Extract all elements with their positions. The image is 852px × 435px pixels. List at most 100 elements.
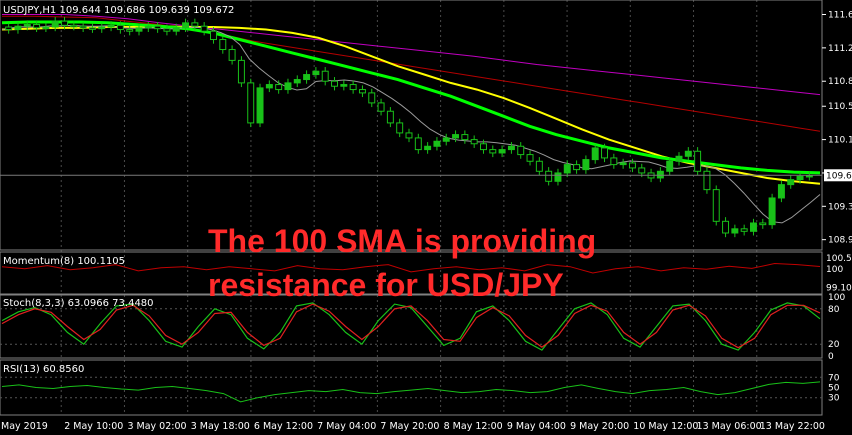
stochastic-tick-label: 20 [828, 340, 840, 350]
candle-body [489, 149, 497, 154]
candle-body [442, 137, 450, 142]
momentum-panel-border [0, 251, 823, 295]
candle-body [498, 149, 506, 154]
candle-body [694, 150, 702, 172]
candle-body [750, 222, 757, 232]
candle-body [144, 25, 152, 29]
candle-body [731, 228, 739, 234]
candle-body [154, 25, 162, 30]
stochastic-axis: 100 80 20 0 [828, 293, 845, 362]
time-tick-label: 9 May 20:00 [570, 421, 629, 432]
candle-body [247, 82, 255, 124]
candle-body [349, 84, 357, 91]
time-axis: May 2019 2 May 10:00 3 May 02:00 3 May 18:0… [1, 421, 825, 432]
stochastic-lines [0, 302, 822, 351]
candle-body [740, 228, 748, 232]
stochastic-series [1, 302, 821, 351]
momentum-title: Momentum(8) 100.1105 [3, 256, 125, 267]
rsi-tick-label: 30 [828, 394, 840, 404]
sma-magenta-line [2, 14, 821, 96]
candle-body [312, 70, 320, 76]
candle-body [275, 84, 283, 91]
annotation-line-1: The 100 SMA is providing [208, 223, 596, 259]
candle-body [42, 26, 50, 30]
candle-body [88, 27, 96, 30]
candle-body [535, 160, 543, 172]
time-tick-label: 3 May 18:00 [191, 421, 250, 432]
price-panel-border [0, 0, 823, 251]
candle-body [256, 87, 264, 124]
candle-body [107, 24, 115, 28]
candle-body [768, 197, 776, 226]
rsi-series [1, 381, 821, 403]
price-panel: USDJPY,H1 109.644 109.686 109.639 109.67… [0, 0, 852, 251]
candle-body [210, 30, 217, 41]
momentum-tick-label: 100 [826, 265, 843, 275]
candle-body [293, 79, 301, 84]
candle-body [98, 26, 106, 30]
time-tick-label: 7 May 20:00 [380, 421, 439, 432]
candle-body [601, 147, 608, 159]
time-tick-label: May 2019 [1, 421, 48, 432]
grid-lines [60, 0, 758, 415]
candle-body [172, 27, 180, 32]
candle-body [628, 162, 636, 169]
candle-body [638, 167, 646, 174]
candle-body [33, 24, 41, 29]
candle-body [554, 172, 562, 182]
candle-body [70, 24, 78, 28]
stochastic-tick-label: 80 [828, 305, 840, 315]
candle-body [796, 175, 804, 181]
candlesticks [0, 17, 822, 238]
candle-body [461, 134, 469, 141]
price-panel-title: USDJPY,H1 109.644 109.686 109.639 109.67… [3, 5, 234, 16]
time-tick-label: 8 May 12:00 [444, 421, 503, 432]
price-axis: 111.6111.2110.8110.5110.1109.7109.3108.9… [822, 11, 852, 246]
price-tick-label: 111.2 [828, 44, 852, 54]
candle-body [61, 20, 68, 26]
momentum-tick-label: 99.106 [826, 284, 852, 294]
candle-body [321, 70, 329, 82]
momentum-series [1, 262, 821, 274]
candle-body [675, 155, 683, 162]
candle-body [284, 82, 292, 91]
stochastic-tick-label: 0 [828, 352, 834, 362]
candle-body [517, 145, 525, 156]
momentum-line [1, 262, 821, 274]
rsi-panel-border [0, 359, 823, 416]
price-tick-label: 108.9 [828, 236, 852, 246]
time-tick-label: 6 May 12:00 [254, 421, 313, 432]
candle-body [507, 145, 515, 151]
candle-body [610, 157, 618, 166]
candle-body [116, 24, 124, 31]
current-price-label: 109.6 [826, 171, 852, 181]
candle-body [51, 20, 59, 28]
rsi-tick-label: 50 [828, 384, 840, 394]
candle-body [331, 80, 338, 87]
price-tick-label: 110.1 [828, 136, 852, 146]
sma-100-green-line [1, 20, 821, 175]
rsi-tick-label: 70 [828, 373, 840, 383]
candle-body [787, 179, 795, 186]
candle-body [377, 102, 385, 112]
rsi-line [0, 376, 822, 403]
candle-body [526, 154, 534, 162]
candle-body [573, 164, 581, 171]
time-tick-label: 3 May 02:00 [127, 421, 186, 432]
stochastic-panel-border [0, 294, 823, 359]
price-tick-label: 109.3 [828, 202, 852, 212]
candle-body [712, 189, 720, 222]
candle-body [396, 122, 404, 134]
candle-body [424, 145, 432, 151]
price-tick-label: 110.8 [828, 77, 852, 87]
candle-body [237, 59, 245, 84]
stochastic-panel: Stoch(8,3,3) 63.0966 73.4480 100 80 20 0 [0, 293, 845, 362]
candle-body [666, 160, 674, 172]
candle-body [228, 49, 236, 61]
candle-body [358, 89, 366, 94]
candle-body [303, 74, 311, 81]
